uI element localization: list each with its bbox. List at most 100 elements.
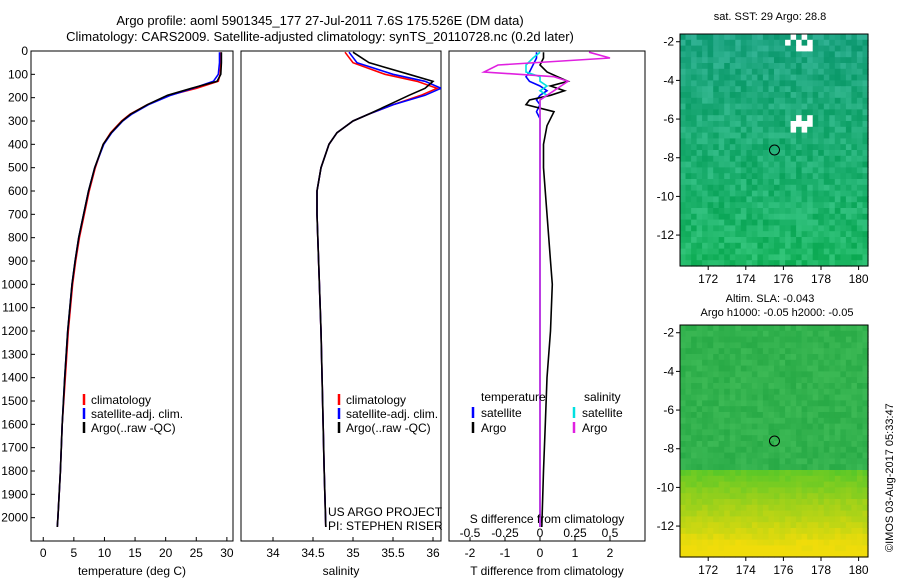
sla-cell (702, 499, 709, 506)
sla-cell (680, 429, 687, 436)
sla-cell (718, 487, 725, 494)
sst-cell (834, 103, 841, 110)
sst-cell (740, 103, 747, 110)
sst-cell (801, 190, 808, 197)
sla-cell (801, 435, 808, 442)
sla-cell (702, 330, 709, 338)
sla-cell (707, 359, 714, 367)
sla-cell (845, 394, 852, 401)
sst-cell (796, 45, 803, 52)
sla-cell (812, 400, 819, 407)
sla-cell (851, 325, 858, 332)
sla-cell (796, 423, 803, 430)
sst-cell (713, 155, 720, 163)
sla-cell (829, 493, 836, 500)
sla-cell (801, 470, 808, 477)
sla-cell (829, 458, 836, 465)
sst-cell (735, 68, 742, 76)
sst-cell (768, 132, 775, 139)
sla-cell (740, 470, 747, 477)
sla-cell (790, 400, 797, 407)
sla-cell (762, 348, 769, 355)
sla-cell (724, 371, 731, 378)
sla-cell (768, 417, 775, 425)
sla-cell (740, 330, 747, 338)
sst-cell (762, 219, 769, 226)
sla-cell (751, 406, 758, 413)
sla-cell (862, 400, 869, 407)
sla-cell (713, 325, 720, 332)
sst-cell (785, 150, 792, 157)
sst-cell (762, 196, 769, 203)
sla-cell (829, 516, 836, 523)
sst-cell (757, 109, 764, 116)
sst-cell (796, 103, 803, 110)
sst-cell (774, 150, 781, 157)
sst-cell (746, 167, 753, 174)
sst-cell (834, 132, 841, 139)
sst-cell (790, 34, 797, 41)
sla-cell (768, 464, 775, 471)
sst-cell (801, 74, 808, 81)
sla-cell (785, 330, 792, 338)
sla-cell (718, 528, 725, 535)
sla-cell (834, 475, 841, 483)
sla-cell (713, 336, 720, 343)
sla-cell (774, 493, 781, 500)
sla-cell (729, 528, 736, 535)
sst-cell (707, 150, 714, 157)
sst-cell (790, 237, 797, 244)
sla-cell (829, 533, 836, 541)
sla-cell (796, 510, 803, 517)
sla-cell (801, 481, 808, 488)
depth-tick-label: 1000 (1, 277, 28, 291)
sla-cell (757, 417, 764, 425)
sst-cell (718, 161, 725, 168)
sst-cell (685, 115, 692, 122)
sst-cell (807, 167, 814, 174)
sst-cell (768, 161, 775, 168)
sst-cell (774, 57, 781, 64)
sla-cell (724, 406, 731, 413)
sst-cell (757, 126, 764, 134)
sst-cell (829, 161, 836, 168)
sla-cell (807, 348, 814, 355)
sst-cell (718, 237, 725, 244)
sst-cell (856, 225, 863, 232)
sla-cell (840, 533, 847, 541)
sst-cell (840, 184, 847, 192)
sla-cell (685, 493, 692, 500)
sla-cell (702, 493, 709, 500)
sla-cell (740, 365, 747, 372)
sst-cell (779, 138, 786, 145)
sla-cell (823, 330, 830, 338)
sla-cell (751, 400, 758, 407)
sst-cell (768, 45, 775, 52)
sla-cell (696, 452, 703, 459)
sla-cell (746, 481, 753, 488)
sst-cell (834, 161, 841, 168)
sla-cell (834, 551, 841, 558)
sla-cell (757, 354, 764, 361)
sst-cell (685, 109, 692, 116)
sla-cell (702, 516, 709, 523)
sla-cell (774, 470, 781, 477)
sst-cell (762, 63, 769, 70)
sst-cell (856, 115, 863, 122)
sst-cell (774, 213, 781, 221)
sla-cell (724, 377, 731, 384)
sst-cell (724, 144, 731, 151)
sst-cell (807, 92, 814, 99)
sst-cell (768, 57, 775, 64)
sla-cell (779, 464, 786, 471)
sla-cell (762, 417, 769, 425)
sst-cell (829, 34, 836, 41)
sla-cell (801, 429, 808, 436)
sst-cell (812, 184, 819, 192)
sst-cell (801, 126, 808, 134)
sst-cell (685, 242, 692, 250)
sst-cell (862, 213, 869, 221)
sla-cell (691, 365, 698, 372)
sst-cell (729, 237, 736, 244)
sla-cell (718, 383, 725, 390)
